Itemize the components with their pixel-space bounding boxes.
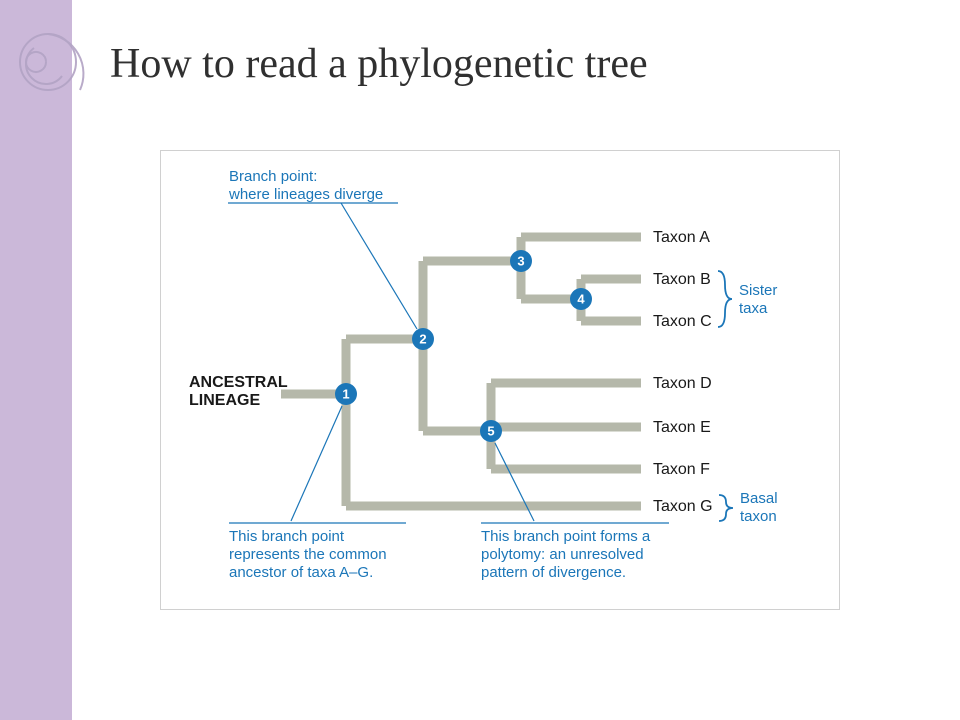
slide: How to read a phylogenetic tree [0,0,960,720]
ancestral-lineage-l2: LINEAGE [189,392,260,409]
node-3-label: 3 [517,254,524,269]
basal-taxon-l1: Basal [740,490,778,507]
sister-taxa-l1: Sister [739,282,777,299]
taxon-labels: Taxon A Taxon B Taxon C Taxon D Taxon E … [653,229,713,515]
swirl-ornament-icon [10,18,90,138]
callout-common-l3: ancestor of taxa A–G. [229,564,373,581]
taxon-c-label: Taxon C [653,313,712,330]
tree-nodes: 1 2 3 4 5 [335,250,592,442]
basal-taxon-brace [719,495,733,521]
callout-branch-point-l1: Branch point: [229,168,317,185]
node-1-label: 1 [342,387,349,402]
node-4-label: 4 [577,292,585,307]
callout-branch-point: Branch point: where lineages diverge [228,168,417,329]
node-5-label: 5 [487,424,494,439]
callout-polytomy-l3: pattern of divergence. [481,564,626,581]
callout-common-l2: represents the common [229,546,387,563]
callout-polytomy: This branch point forms a polytomy: an u… [481,443,669,581]
slide-title: How to read a phylogenetic tree [110,40,648,88]
sister-taxa-brace [718,271,732,327]
taxon-d-label: Taxon D [653,375,712,392]
callout-common-ancestor: This branch point represents the common … [229,406,406,581]
taxon-f-label: Taxon F [653,461,710,478]
tree-branches [281,237,641,506]
callout-polytomy-l1: This branch point forms a [481,528,651,545]
callout-common-l1: This branch point [229,528,345,545]
taxon-e-label: Taxon E [653,419,711,436]
node-2-label: 2 [419,332,426,347]
ancestral-lineage-l1: ANCESTRAL [189,374,288,391]
taxon-b-label: Taxon B [653,271,711,288]
callout-branch-point-l2: where lineages diverge [228,186,383,203]
sister-taxa-l2: taxa [739,300,768,317]
phylogenetic-figure: 1 2 3 4 5 Taxon A Taxon B Taxon C Taxon … [160,150,840,610]
taxon-g-label: Taxon G [653,498,713,515]
basal-taxon-l2: taxon [740,508,777,525]
taxon-a-label: Taxon A [653,229,710,246]
callout-polytomy-l2: polytomy: an unresolved [481,546,644,563]
